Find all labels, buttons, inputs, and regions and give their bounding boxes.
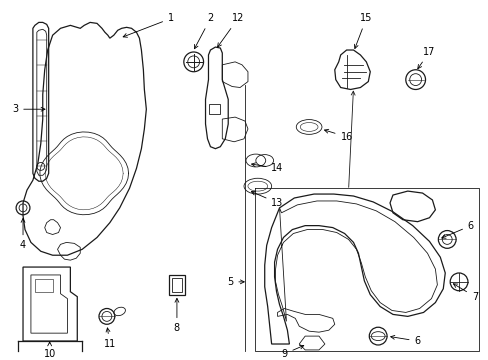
Text: 14: 14 <box>251 163 283 174</box>
Text: 5: 5 <box>226 277 244 287</box>
Text: 11: 11 <box>103 328 116 349</box>
Text: 12: 12 <box>217 13 244 47</box>
Text: 17: 17 <box>417 47 435 69</box>
Text: 1: 1 <box>123 13 174 37</box>
Text: 9: 9 <box>281 345 303 359</box>
Text: 4: 4 <box>20 219 26 250</box>
Text: 10: 10 <box>43 342 56 359</box>
Text: 6: 6 <box>441 221 473 238</box>
Text: 2: 2 <box>194 13 213 49</box>
Text: 3: 3 <box>12 104 45 114</box>
Text: 13: 13 <box>251 192 283 208</box>
Text: 7: 7 <box>452 284 477 302</box>
Text: 16: 16 <box>324 129 352 142</box>
Text: 15: 15 <box>354 13 372 49</box>
Text: 8: 8 <box>174 298 180 333</box>
Text: 6: 6 <box>390 336 420 346</box>
